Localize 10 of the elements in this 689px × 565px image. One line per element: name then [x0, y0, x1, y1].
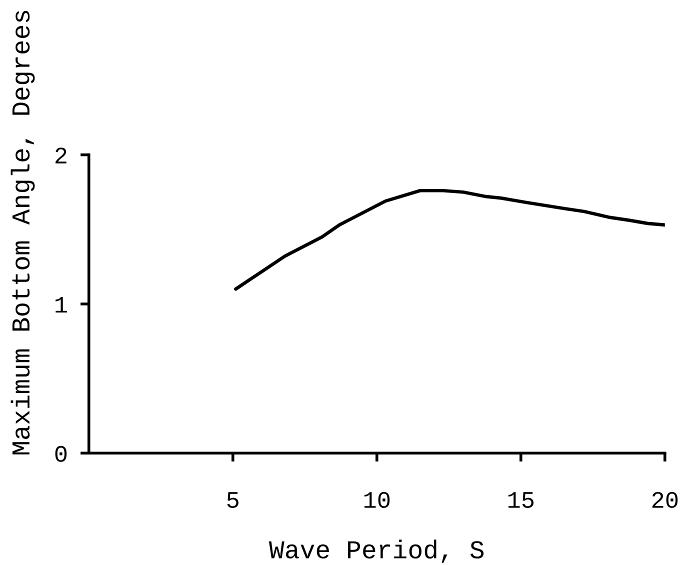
y-tick-label: 0 — [55, 446, 67, 462]
x-tick-label: 10 — [364, 492, 390, 508]
x-axis-title: Wave Period, S — [268, 540, 484, 563]
x-tick-label: 5 — [227, 492, 238, 508]
x-tick-label: 20 — [652, 492, 678, 508]
y-tick-label: 2 — [56, 148, 66, 164]
y-tick-label: 1 — [56, 296, 67, 313]
line-series — [234, 188, 665, 291]
x-tick-label: 15 — [508, 492, 534, 508]
y-axis-title: Maximum Bottom Angle, Degrees — [10, 10, 35, 454]
